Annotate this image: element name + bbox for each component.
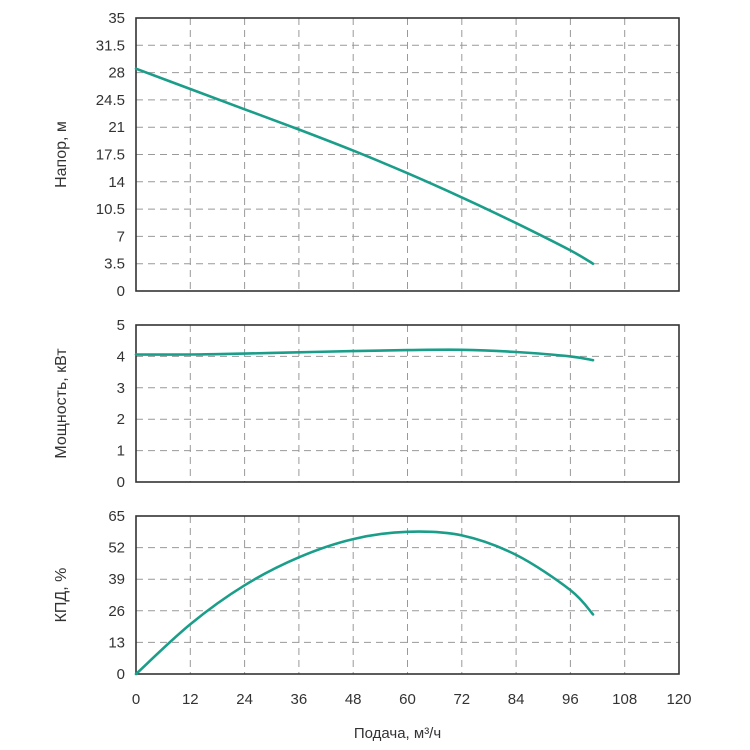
power-curve <box>134 348 595 362</box>
power-ytick-label: 4 <box>117 348 125 365</box>
x-tick-label: 48 <box>345 691 362 708</box>
efficiency-ytick-label: 65 <box>108 508 125 525</box>
head-ytick-label: 28 <box>108 65 125 82</box>
head-ytick-label: 3.5 <box>104 256 125 273</box>
power-ytick-label: 2 <box>117 411 125 428</box>
power-panel: 0 1 2 3 4 5 Мощность, кВт <box>53 317 680 491</box>
head-ytick-label: 7 <box>117 228 125 245</box>
head-ytick-label: 14 <box>108 174 125 191</box>
efficiency-panel: 0 13 26 39 52 65 КПД, % 0 12 24 36 48 60 72 84 96 108 120… <box>53 508 692 742</box>
x-tick-label: 120 <box>666 691 691 708</box>
head-y-axis-label: Напор, м <box>53 121 70 188</box>
x-axis-label: Подача, м³/ч <box>354 725 441 742</box>
efficiency-ytick-label: 0 <box>117 666 125 683</box>
head-ytick-label: 10.5 <box>96 201 125 218</box>
x-tick-label: 0 <box>132 691 140 708</box>
efficiency-curve <box>134 530 595 676</box>
head-ytick-label: 0 <box>117 283 125 300</box>
x-tick-label: 36 <box>291 691 308 708</box>
x-tick-label: 12 <box>182 691 199 708</box>
power-ytick-label: 0 <box>117 474 125 491</box>
power-plot-frame <box>135 324 680 483</box>
efficiency-ytick-label: 52 <box>108 540 125 557</box>
power-ytick-label: 5 <box>117 317 125 334</box>
power-y-axis-label: Мощность, кВт <box>53 348 70 459</box>
efficiency-y-axis-label: КПД, % <box>53 568 70 623</box>
efficiency-ytick-label: 26 <box>108 603 125 620</box>
x-tick-label: 72 <box>453 691 470 708</box>
head-ytick-label: 17.5 <box>96 147 125 164</box>
head-ytick-label: 31.5 <box>96 37 125 54</box>
power-ytick-label: 1 <box>117 443 125 460</box>
power-ytick-label: 3 <box>117 380 125 397</box>
head-plot-frame <box>135 17 680 292</box>
x-tick-label: 96 <box>562 691 579 708</box>
efficiency-plot-frame <box>135 515 680 675</box>
head-ytick-label: 24.5 <box>96 92 125 109</box>
x-tick-label: 108 <box>612 691 637 708</box>
x-tick-label: 60 <box>399 691 416 708</box>
head-ytick-label: 21 <box>108 119 125 136</box>
head-panel: 0 3.5 7 10.5 14 17.5 21 24.5 28 31.5 35 Напор, м <box>53 10 680 300</box>
efficiency-ytick-label: 39 <box>108 571 125 588</box>
head-curve <box>134 67 595 265</box>
head-ytick-label: 35 <box>108 10 125 27</box>
x-tick-label: 84 <box>508 691 525 708</box>
efficiency-ytick-label: 13 <box>108 634 125 651</box>
x-tick-label: 24 <box>236 691 253 708</box>
